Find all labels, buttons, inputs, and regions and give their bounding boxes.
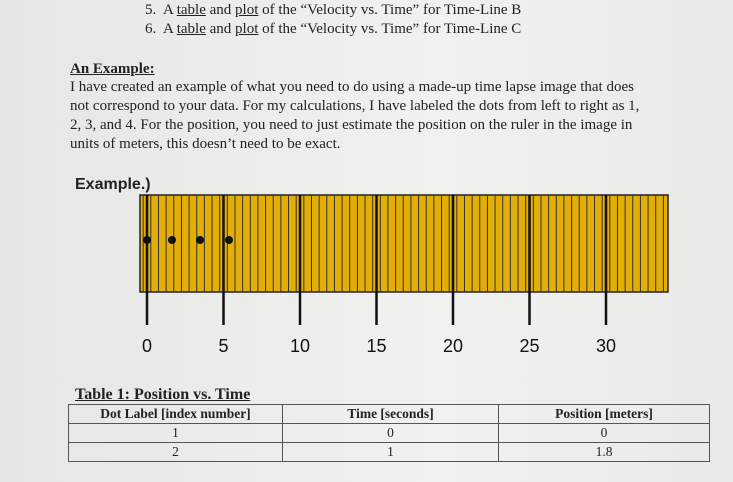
row: 2 1 1.8 — [68, 442, 710, 462]
header-row: Dot Label [index number] Time [seconds] Po… — [68, 404, 710, 424]
dot — [196, 236, 204, 244]
dot — [225, 236, 233, 244]
item-number: 5. — [145, 2, 157, 18]
ruler-label: 5 — [218, 336, 228, 356]
item-number: 6. — [145, 21, 157, 37]
text: and — [205, 21, 236, 37]
cell: 2 — [68, 442, 283, 462]
cell: 1.8 — [498, 442, 710, 462]
table-title: Table 1: Position vs. Time — [75, 386, 251, 403]
text: A — [162, 2, 177, 18]
header-cell: Time [seconds] — [282, 404, 499, 424]
text: table — [176, 2, 206, 18]
cell: 1 — [282, 442, 499, 462]
table: Dot Label [index number] Time [seconds] Po… — [68, 404, 710, 462]
header-cell: Dot Label [index number] — [68, 404, 283, 424]
paragraph-line: not correspond to your data. For my calc… — [70, 98, 640, 114]
cell: 1 — [68, 423, 283, 443]
ruler-label: 0 — [142, 336, 152, 356]
text: A — [162, 21, 177, 37]
text: plot — [235, 2, 259, 18]
ruler-label: 15 — [366, 336, 386, 356]
dot — [168, 236, 176, 244]
text: table — [176, 21, 206, 37]
cell: 0 — [498, 423, 710, 443]
text: of the “Velocity vs. Time” for Time-Line… — [258, 2, 522, 18]
ruler-label: 30 — [596, 336, 616, 356]
paragraph-line: units of meters, this doesn’t need to be… — [70, 136, 341, 152]
list-item: 6. A table and plot of the “Velocity vs.… — [145, 21, 521, 38]
list-item: 5. A table and plot of the “Velocity vs.… — [145, 2, 521, 19]
header-cell: Position [meters] — [498, 404, 710, 424]
paragraph-line: I have created an example of what you ne… — [70, 79, 634, 95]
text: of the “Velocity vs. Time” for Time-Line… — [258, 21, 522, 37]
ruler-label: 10 — [290, 336, 310, 356]
ruler-label: 25 — [519, 336, 539, 356]
text: and — [205, 2, 236, 18]
paragraph-line: 2, 3, and 4. For the position, you need … — [70, 117, 633, 133]
heading: An Example: — [70, 61, 155, 77]
ruler-label: 20 — [443, 336, 463, 356]
text: plot — [235, 21, 259, 37]
cell: 0 — [282, 423, 499, 443]
stripes — [142, 195, 664, 292]
figure-caption: Example.) — [75, 176, 151, 193]
